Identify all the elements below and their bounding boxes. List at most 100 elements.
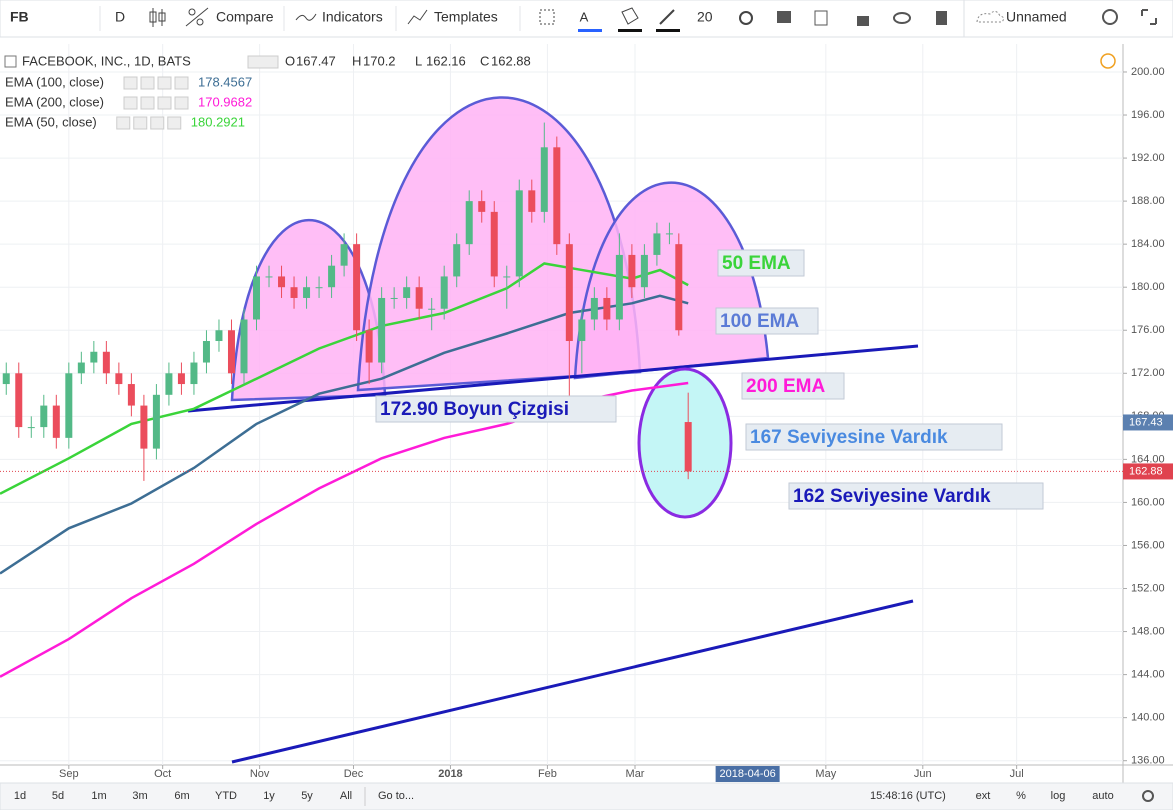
select-icon[interactable] — [539, 9, 555, 25]
candle-body — [115, 373, 123, 385]
collapse-icon[interactable] — [4, 55, 17, 68]
cursor-date-bg — [715, 766, 780, 782]
candle-body — [2, 373, 10, 385]
candle-body — [340, 244, 348, 266]
interval[interactable]: D — [115, 9, 125, 25]
candle-body — [77, 362, 85, 374]
eye-icon[interactable] — [893, 12, 911, 24]
scale-option[interactable]: ext — [976, 790, 991, 802]
templates-button[interactable]: Templates — [434, 9, 498, 25]
legend-entry: EMA (200, close) — [5, 94, 104, 109]
candle-body — [378, 297, 386, 363]
compare-button[interactable]: Compare — [216, 9, 274, 25]
legend-entry: EMA (50, close) — [5, 114, 97, 129]
legend-button[interactable] — [167, 116, 182, 130]
settings-icon[interactable] — [1102, 9, 1118, 25]
y-tick-label: 172.00 — [1131, 367, 1165, 379]
candle-body — [540, 147, 548, 212]
ohlc-value: 162.88 — [491, 53, 531, 68]
range-button[interactable]: 1m — [91, 790, 106, 802]
annotation-box — [745, 423, 1003, 451]
annotation: 200 EMA — [746, 376, 825, 397]
settings-icon[interactable] — [739, 11, 753, 25]
x-tick-label: Jun — [914, 768, 932, 780]
price-tag-label: 167.43 — [1129, 416, 1163, 428]
range-button[interactable]: 5d — [52, 790, 64, 802]
font-size[interactable]: 20 — [697, 9, 713, 25]
range-button[interactable]: 1y — [263, 790, 275, 802]
indicators-icon[interactable] — [295, 13, 317, 21]
legend-button[interactable] — [157, 96, 172, 110]
legend-button[interactable] — [140, 96, 155, 110]
candle-body — [65, 373, 73, 438]
candle-body — [365, 330, 373, 363]
layout-name[interactable]: Unnamed — [1006, 9, 1067, 25]
legend-button[interactable] — [174, 96, 189, 110]
compare-icon[interactable] — [185, 7, 209, 27]
legend-button[interactable] — [123, 96, 138, 110]
candle-body — [640, 254, 648, 288]
y-tick-label: 188.00 — [1131, 195, 1165, 207]
legend-button[interactable] — [157, 76, 172, 90]
x-tick-label: Nov — [250, 768, 270, 780]
toolbar-bg-right — [963, 0, 1173, 38]
pen-icon[interactable] — [659, 9, 675, 25]
labels: 136.00 140.00 144.00 148.00 152.00 156.00 160.… — [0, 53, 1173, 782]
y-tick-label: 144.00 — [1131, 669, 1165, 681]
annotation: 100 EMA — [720, 311, 799, 332]
stack-icon[interactable] — [777, 11, 791, 23]
range-button[interactable]: 5y — [301, 790, 313, 802]
scale-option[interactable]: % — [1016, 790, 1026, 802]
y-tick-label: 136.00 — [1131, 755, 1165, 767]
indicators-button[interactable]: Indicators — [322, 9, 383, 25]
trash-icon[interactable] — [936, 11, 947, 25]
cloud-icon[interactable] — [976, 10, 1005, 23]
legend-button[interactable] — [133, 116, 148, 130]
legend-button[interactable] — [174, 76, 189, 90]
color-bar — [578, 29, 602, 32]
fill-icon[interactable] — [621, 7, 639, 25]
goto-button[interactable]: Go to... — [378, 790, 414, 802]
legend-button[interactable] — [123, 76, 138, 90]
range-button[interactable]: 3m — [132, 790, 147, 802]
ohlc-label: L — [415, 53, 422, 68]
scale-option[interactable]: auto — [1092, 790, 1113, 802]
y-tick-label: 200.00 — [1131, 66, 1165, 78]
candle-body — [603, 297, 611, 320]
ohlc-label: O — [285, 53, 295, 68]
candle-body — [240, 319, 248, 374]
candle-body — [328, 265, 336, 288]
symbol[interactable]: FB — [10, 9, 29, 25]
range-button[interactable]: All — [340, 790, 352, 802]
range-button[interactable]: 1d — [14, 790, 26, 802]
lock-icon[interactable] — [857, 16, 869, 26]
range-button[interactable]: YTD — [215, 790, 237, 802]
candle-body — [165, 373, 173, 395]
ema-line — [0, 294, 689, 575]
toolbar-bg — [0, 0, 965, 38]
neckline — [187, 344, 919, 413]
chart-title: FACEBOOK, INC., 1D, BATS — [22, 53, 191, 68]
x-tick-label: Dec — [344, 768, 364, 780]
legend-button[interactable] — [150, 116, 165, 130]
templates-icon[interactable] — [407, 9, 428, 25]
candle-body — [428, 308, 436, 310]
annotation: 162 Seviyesine Vardık — [793, 486, 991, 507]
y-tick-label: 160.00 — [1131, 496, 1165, 508]
candle-body — [290, 287, 298, 298]
candle-body — [653, 233, 661, 255]
candle-body — [665, 233, 673, 235]
chart-type-icon[interactable] — [149, 8, 166, 27]
warning-icon[interactable] — [1100, 53, 1116, 69]
settings-icon[interactable] — [1142, 790, 1154, 802]
annotation-box — [717, 249, 805, 277]
fullscreen-icon[interactable] — [1141, 9, 1157, 25]
legend-button[interactable] — [116, 116, 131, 130]
range-button[interactable]: 6m — [174, 790, 189, 802]
y-tick-label: 192.00 — [1131, 152, 1165, 164]
scale-option[interactable]: log — [1051, 790, 1066, 802]
legend-button[interactable] — [140, 76, 155, 90]
clone-icon[interactable] — [814, 10, 828, 26]
text-tool-icon[interactable]: A — [580, 9, 589, 24]
